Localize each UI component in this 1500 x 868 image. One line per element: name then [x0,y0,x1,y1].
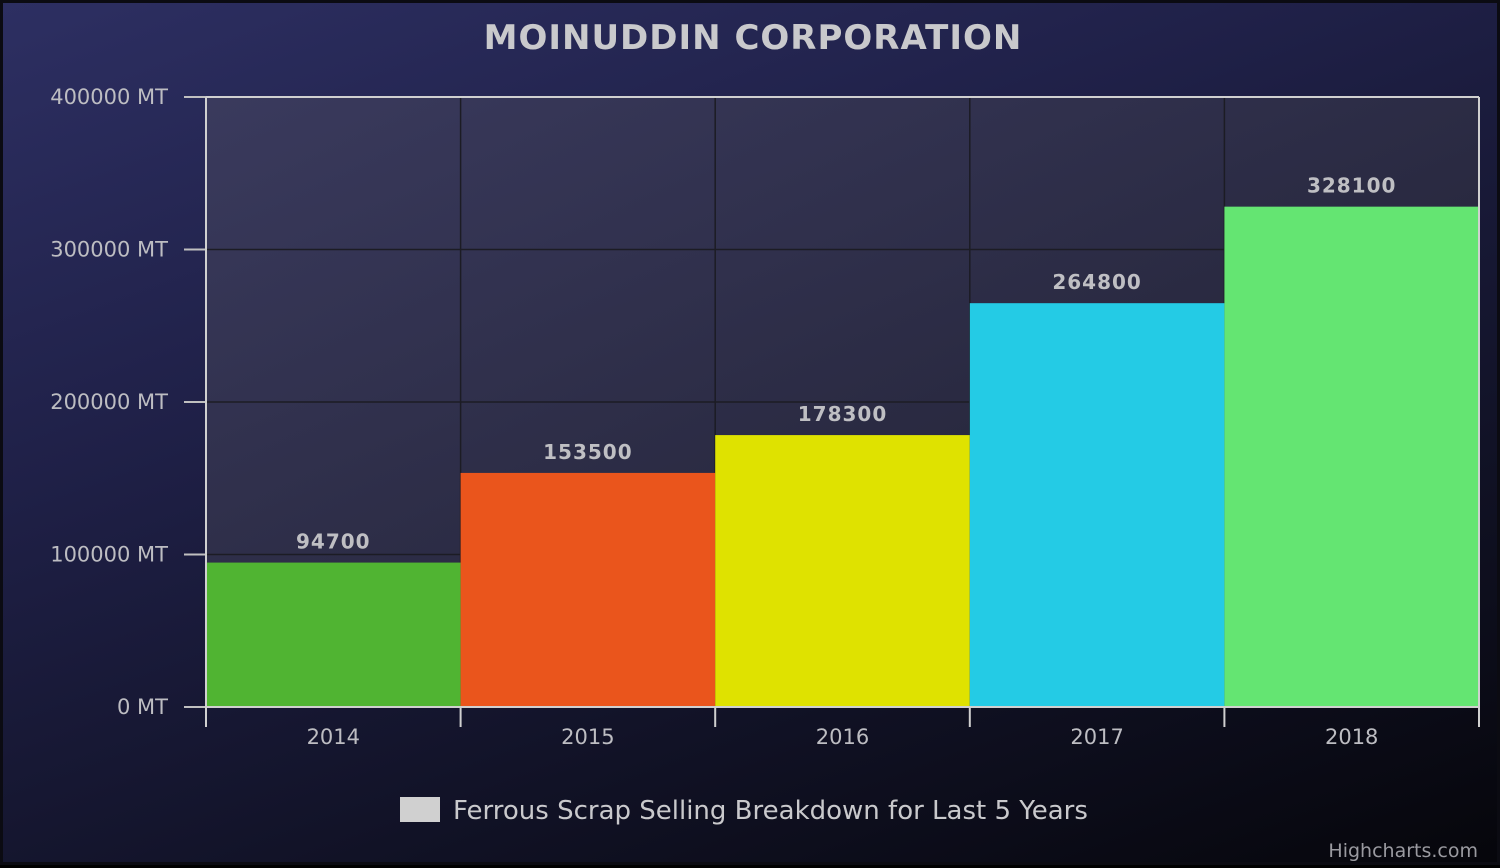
x-tick-label: 2018 [1325,725,1378,749]
bar-2014 [206,562,461,707]
chart-title: MOINUDDIN CORPORATION [484,18,1023,58]
y-tick-label: 0 MT [117,695,168,719]
data-label: 264800 [1052,270,1142,294]
y-tick-label: 300000 MT [50,238,168,262]
y-tick-label: 100000 MT [50,543,168,567]
x-tick-label: 2016 [816,725,869,749]
data-label: 94700 [296,530,371,554]
y-tick-label: 200000 MT [50,390,168,414]
bar-2017 [969,303,1225,707]
chart-svg: MOINUDDIN CORPORATION 0 MT 100000 MT 20000… [50,18,1480,862]
legend[interactable]: Ferrous Scrap Selling Breakdown for Last… [400,796,1088,826]
x-tick-label: 2014 [307,725,360,749]
legend-swatch [400,797,440,822]
bars [206,206,1479,707]
axes: 0 MT 100000 MT 200000 MT 300000 MT 400000 MT… [50,85,1480,749]
data-label: 153500 [543,440,633,464]
bar-2015 [460,472,716,707]
data-labels: 94700 153500 178300 264800 328100 [296,174,1397,554]
data-label: 178300 [798,402,888,426]
data-label: 328100 [1307,174,1397,198]
bar-2018 [1224,206,1479,707]
x-tick-label: 2017 [1070,725,1123,749]
bar-2016 [715,435,970,707]
legend-label: Ferrous Scrap Selling Breakdown for Last… [453,796,1088,826]
credits-link[interactable]: Highcharts.com [1328,840,1478,862]
x-tick-label: 2015 [561,725,614,749]
y-tick-label: 400000 MT [50,85,168,109]
